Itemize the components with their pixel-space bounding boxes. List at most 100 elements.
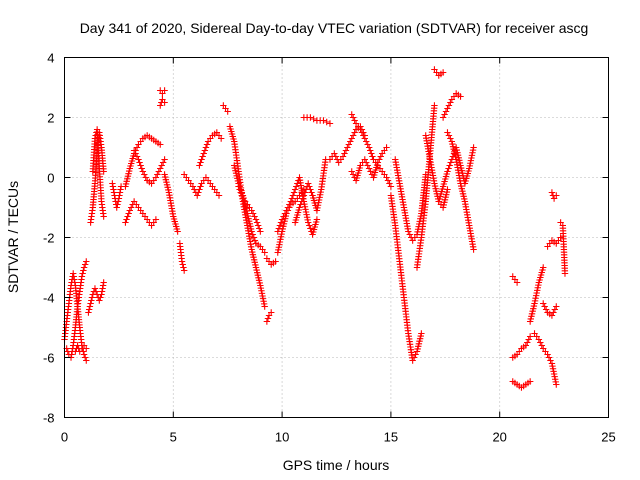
data-point: [553, 303, 560, 310]
data-point: [80, 351, 88, 358]
data-point: [296, 204, 303, 211]
data-point: [263, 318, 271, 325]
data-point: [349, 171, 357, 178]
data-point: [339, 153, 347, 160]
data-point: [363, 159, 370, 166]
data-point: [331, 150, 338, 157]
data-point: [522, 342, 530, 349]
data-point: [87, 300, 94, 307]
data-point: [152, 216, 160, 223]
data-point: [538, 342, 545, 349]
data-point: [297, 201, 304, 208]
data-point: [291, 186, 299, 193]
data-point: [548, 312, 556, 319]
data-point: [542, 306, 550, 313]
data-point: [174, 228, 181, 235]
data-point: [254, 222, 262, 229]
data-point: [358, 129, 366, 136]
data-point: [345, 141, 353, 148]
data-point: [457, 93, 464, 100]
data-point: [196, 162, 203, 169]
data-point: [142, 174, 149, 181]
data-point: [202, 144, 210, 151]
data-point: [154, 171, 161, 178]
data-point: [126, 207, 133, 214]
data-point: [363, 138, 370, 145]
data-markers: [61, 66, 569, 391]
grid: [64, 57, 609, 418]
x-tick-label: 5: [170, 430, 177, 445]
data-point: [348, 168, 355, 175]
data-point: [553, 381, 560, 388]
data-point: [367, 168, 374, 175]
data-point: [125, 210, 132, 217]
data-point: [256, 225, 263, 232]
data-point: [189, 183, 197, 190]
y-tick-label: -2: [43, 231, 55, 246]
data-point: [445, 102, 453, 109]
data-point: [308, 189, 315, 196]
data-point: [236, 186, 243, 193]
data-point: [83, 345, 90, 352]
data-point: [369, 153, 376, 160]
data-point: [351, 129, 358, 136]
data-point: [298, 198, 305, 205]
data-point: [253, 219, 261, 226]
data-point: [561, 270, 569, 277]
data-point: [341, 150, 348, 157]
data-point: [376, 156, 383, 163]
data-point: [344, 144, 351, 151]
x-tick-label: 10: [275, 430, 289, 445]
data-point: [100, 213, 107, 220]
data-point: [195, 189, 202, 196]
data-point: [360, 132, 367, 139]
data-point: [135, 156, 142, 163]
data-point: [180, 264, 187, 271]
data-point: [88, 297, 95, 304]
data-point: [442, 108, 450, 115]
data-point: [307, 114, 314, 121]
data-point: [449, 153, 457, 160]
data-point: [349, 114, 357, 121]
data-point: [348, 135, 355, 142]
data-point: [261, 303, 268, 310]
data-point: [418, 330, 425, 337]
data-point: [553, 192, 560, 199]
data-point: [540, 264, 547, 271]
chart-title: Day 341 of 2020, Sidereal Day-to-day VTE…: [80, 20, 589, 36]
data-point: [113, 204, 120, 211]
data-point: [406, 231, 413, 238]
data-point: [157, 102, 164, 109]
data-point: [86, 303, 94, 310]
data-point: [283, 207, 290, 214]
data-point: [178, 258, 186, 265]
data-point: [410, 354, 418, 361]
data-point: [85, 306, 93, 313]
data-point: [161, 156, 168, 163]
y-tick-label: -4: [43, 291, 55, 306]
data-point: [128, 204, 135, 211]
data-point: [349, 132, 357, 139]
x-tick-label: 20: [492, 430, 506, 445]
data-point: [439, 69, 447, 76]
data-point: [114, 198, 122, 205]
data-point: [447, 135, 454, 142]
data-point: [136, 159, 143, 166]
data-point: [361, 135, 368, 142]
data-point: [444, 168, 451, 175]
y-axis-label: SDTVAR / TECUs: [5, 181, 21, 293]
data-point: [377, 153, 384, 160]
data-point: [544, 351, 551, 358]
data-point: [365, 165, 373, 172]
data-point: [306, 183, 313, 190]
data-point: [114, 201, 121, 208]
data-point: [249, 231, 256, 238]
data-point: [215, 192, 223, 199]
x-axis-label: GPS time / hours: [283, 457, 390, 473]
data-point: [97, 294, 104, 301]
data-point: [272, 258, 279, 265]
data-point: [199, 153, 206, 160]
data-point: [301, 189, 309, 196]
data-point: [92, 288, 100, 295]
y-tick-label: 0: [47, 171, 54, 186]
